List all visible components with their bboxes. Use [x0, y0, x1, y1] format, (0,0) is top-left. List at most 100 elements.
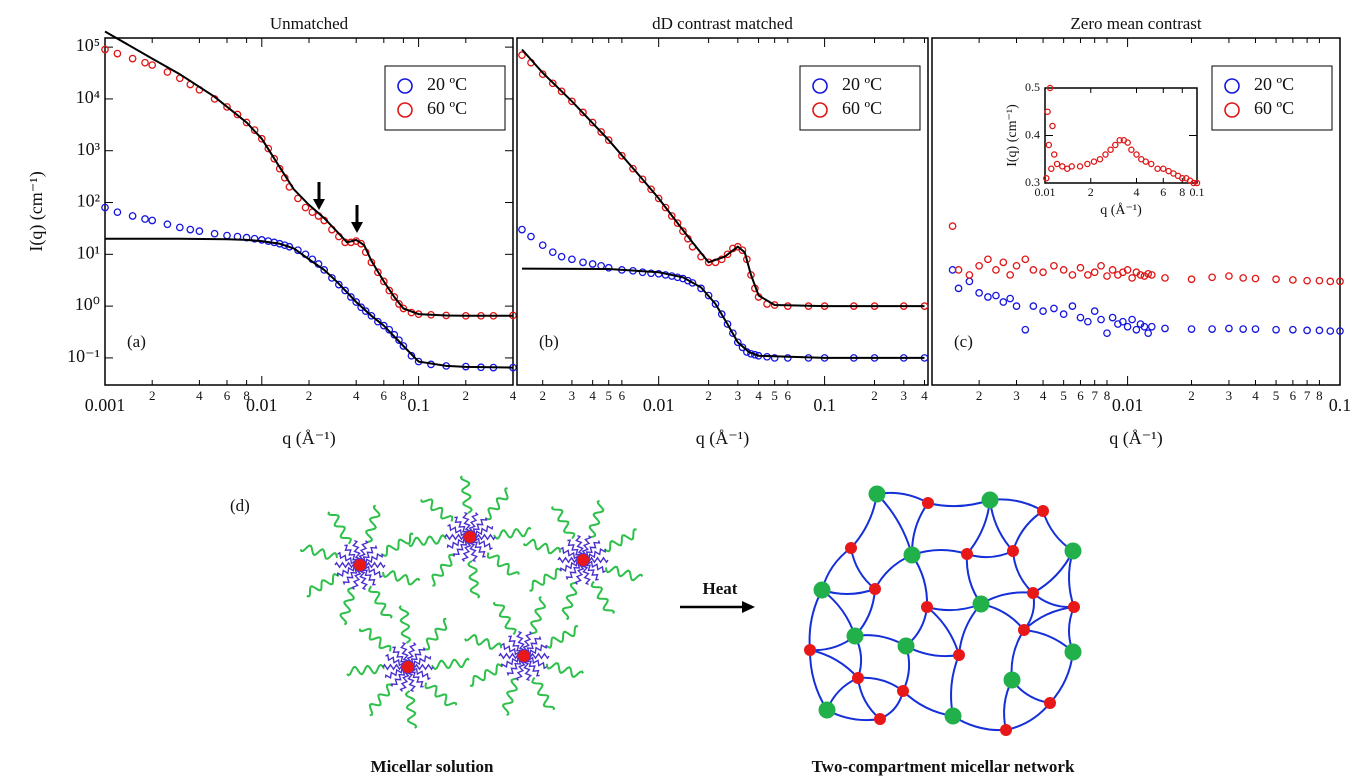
corona-chain [465, 635, 501, 649]
network-node-red [804, 644, 816, 656]
data-point [1145, 330, 1151, 336]
data-point [164, 221, 170, 227]
core-chain [407, 671, 415, 692]
data-point [949, 223, 955, 229]
corona-chain [347, 665, 384, 675]
x-tick-label: 3 [1226, 388, 1233, 403]
core-chain [463, 513, 471, 534]
network-node-green [819, 702, 836, 719]
data-point [1040, 269, 1046, 275]
core-chain [469, 541, 477, 562]
data-point [528, 233, 534, 239]
network-node-red [869, 583, 881, 595]
x-tick-label: 2 [306, 388, 313, 403]
data-point [164, 69, 170, 75]
x-axis-label: q (Å⁻¹) [1100, 202, 1142, 218]
x-tick-label: 3 [1013, 388, 1020, 403]
corona-chain [529, 569, 561, 591]
network-node-red [1000, 724, 1012, 736]
data-point [1051, 305, 1057, 311]
y-tick-label: 0.4 [1025, 127, 1040, 141]
core-chain [359, 569, 367, 590]
data-point [1209, 274, 1215, 280]
data-point [142, 60, 148, 66]
micelle-core [518, 650, 530, 662]
network-node-green [973, 596, 990, 613]
corona-chain [409, 535, 446, 546]
data-point [1188, 326, 1194, 332]
x-tick-label: 0.001 [85, 395, 126, 415]
corona-chain [592, 581, 614, 613]
network-strand [858, 678, 880, 719]
core-chain [401, 643, 409, 664]
data-point [1085, 161, 1090, 166]
network-strand [851, 548, 875, 589]
data-point [1188, 276, 1194, 282]
network-strand [951, 655, 959, 716]
core-chain [474, 535, 495, 539]
corona-chain [524, 540, 561, 554]
x-tick-label: 8 [400, 388, 407, 403]
network-strand [927, 607, 959, 655]
corona-chain [307, 574, 339, 596]
corona-chain [406, 691, 416, 728]
data-point [519, 226, 525, 232]
data-point [1077, 265, 1083, 271]
data-point [1091, 308, 1097, 314]
data-point [1069, 272, 1075, 278]
x-tick-label: 2 [539, 388, 546, 403]
y-tick-label: 10⁴ [76, 87, 100, 107]
data-point [129, 55, 135, 61]
x-tick-label: 4 [196, 388, 203, 403]
data-point [1316, 327, 1322, 333]
network-node-red [845, 542, 857, 554]
corona-chain [369, 586, 391, 618]
core-chain [335, 563, 356, 567]
network-node-red [921, 601, 933, 613]
x-tick-label: 2 [463, 388, 470, 403]
x-tick-label: 4 [589, 388, 596, 403]
data-point [1240, 326, 1246, 332]
data-point [1273, 276, 1279, 282]
corona-chain [470, 664, 503, 686]
corona-chain [494, 602, 516, 635]
x-tick-label: 6 [1160, 185, 1166, 199]
data-point [211, 231, 217, 237]
legend-label: 60 ºC [427, 98, 467, 118]
data-point [1054, 161, 1059, 166]
x-tick-label: 2 [705, 388, 712, 403]
data-point [1046, 142, 1051, 147]
panel-label: (b) [539, 332, 559, 351]
x-tick-label: 5 [1060, 388, 1067, 403]
x-tick-label: 6 [224, 388, 231, 403]
chart-title: Unmatched [270, 14, 349, 33]
x-tick-label: 0.01 [246, 395, 278, 415]
network-node-red [1044, 697, 1056, 709]
data-point [1252, 275, 1258, 281]
data-point [1162, 325, 1168, 331]
network-strand [967, 551, 1013, 557]
chart-title: dD contrast matched [652, 14, 793, 33]
data-point [1098, 263, 1104, 269]
corona-chain [486, 488, 508, 519]
x-tick-label: 5 [1273, 388, 1280, 403]
plot-frame [1045, 88, 1197, 183]
data-point [558, 253, 564, 259]
data-point [1030, 267, 1036, 273]
network-node-red [953, 649, 965, 661]
network-strand [810, 650, 827, 710]
core-chain [523, 660, 531, 681]
corona-chain [400, 606, 410, 643]
chart-title: Zero mean contrast [1070, 14, 1201, 33]
corona-chain [461, 476, 472, 513]
network-node-red [897, 685, 909, 697]
network-strand [858, 678, 903, 691]
x-tick-label: 4 [353, 388, 360, 403]
data-point [976, 263, 982, 269]
data-point [1161, 166, 1166, 171]
network-node-green [1065, 644, 1082, 661]
data-point [1134, 152, 1139, 157]
corona-chain [301, 546, 338, 559]
network-strand [928, 500, 990, 506]
micelle-core [354, 559, 366, 571]
